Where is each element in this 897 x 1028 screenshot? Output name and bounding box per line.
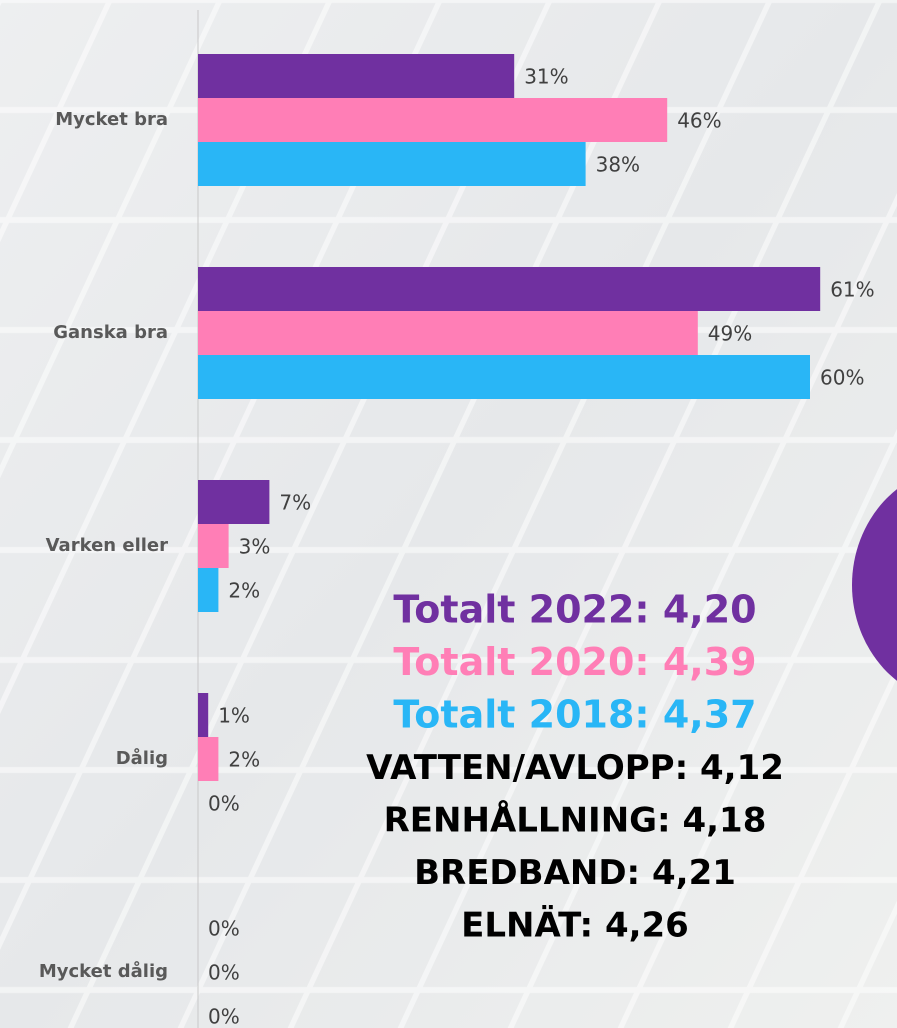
value-label: 7% <box>279 491 311 515</box>
value-label: 60% <box>820 366 864 390</box>
bar <box>198 267 821 311</box>
value-label: 61% <box>830 278 874 302</box>
category-label: Varken eller <box>46 535 169 556</box>
value-label: 49% <box>708 322 752 346</box>
bar <box>198 54 515 98</box>
annotation: Totalt 2020: 4,39 <box>393 640 756 684</box>
category-label: Mycket bra <box>55 109 168 130</box>
value-label: 2% <box>228 579 260 603</box>
category-label: Ganska bra <box>53 322 168 343</box>
bar <box>198 693 209 737</box>
value-label: 3% <box>239 535 271 559</box>
value-label: 0% <box>208 961 240 985</box>
category-label: Mycket dålig <box>39 960 168 982</box>
value-label: 31% <box>524 65 568 89</box>
bar <box>198 737 219 781</box>
bar <box>198 568 219 612</box>
value-label: 46% <box>677 109 721 133</box>
bar <box>198 311 698 355</box>
bar <box>198 355 810 399</box>
value-label: 0% <box>208 1005 240 1028</box>
value-label: 38% <box>596 153 640 177</box>
annotation: RENHÅLLNING: 4,18 <box>384 800 767 841</box>
annotation: Totalt 2022: 4,20 <box>393 588 756 632</box>
bar <box>198 142 586 186</box>
annotation: Totalt 2018: 4,37 <box>393 693 756 737</box>
annotation: VATTEN/AVLOPP: 4,12 <box>366 748 784 788</box>
value-label: 0% <box>208 917 240 941</box>
bar <box>198 480 270 524</box>
bar <box>198 98 668 142</box>
annotation: ELNÄT: 4,26 <box>461 905 689 946</box>
value-label: 0% <box>208 792 240 816</box>
bar <box>198 524 229 568</box>
value-label: 2% <box>228 748 260 772</box>
value-label: 1% <box>218 704 250 728</box>
decor-circle <box>852 489 897 681</box>
category-label: Dålig <box>116 747 168 769</box>
annotation: BREDBAND: 4,21 <box>414 853 736 893</box>
